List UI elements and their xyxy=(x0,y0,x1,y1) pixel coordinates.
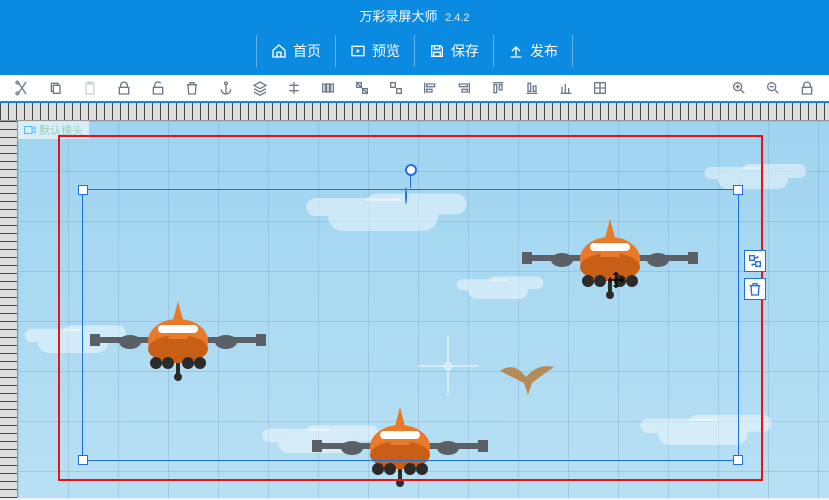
save-icon xyxy=(429,43,445,59)
resize-handle-br[interactable] xyxy=(733,455,743,465)
paste-button xyxy=(82,80,98,96)
app-title-row: 万彩录屏大师 2.4.2 xyxy=(0,0,829,25)
cut-icon xyxy=(14,80,30,96)
ungroup-button[interactable] xyxy=(388,80,404,96)
publish-icon xyxy=(508,43,524,59)
move-cursor-icon xyxy=(607,271,625,292)
preview-icon xyxy=(350,43,366,59)
lock-button[interactable] xyxy=(116,80,132,96)
cut-button[interactable] xyxy=(14,80,30,96)
padlock-icon xyxy=(799,80,815,96)
rotation-handle[interactable] xyxy=(405,164,417,203)
edit-toolbar xyxy=(0,75,829,103)
nav-save[interactable]: 保存 xyxy=(414,35,493,67)
align-top-button[interactable] xyxy=(490,80,506,96)
distribute-button[interactable] xyxy=(320,80,336,96)
padlock-button[interactable] xyxy=(799,80,815,96)
nav-preview-label: 预览 xyxy=(372,41,400,61)
grid-button[interactable] xyxy=(592,80,608,96)
lock-icon xyxy=(116,80,132,96)
unlock-button[interactable] xyxy=(150,80,166,96)
ruler-horizontal xyxy=(0,103,829,121)
anchor-button[interactable] xyxy=(218,80,234,96)
stage-wrap: 默认镜头 xyxy=(0,121,829,498)
ungroup-icon xyxy=(388,80,404,96)
chart-icon xyxy=(558,80,574,96)
home-icon xyxy=(271,43,287,59)
app-header: 万彩录屏大师 2.4.2 首页 预览 保存 发布 xyxy=(0,0,829,75)
replace-button[interactable] xyxy=(744,250,766,272)
align-right-icon xyxy=(456,80,472,96)
resize-handle-tl[interactable] xyxy=(78,185,88,195)
replace-icon xyxy=(747,253,763,269)
delete-icon xyxy=(184,80,200,96)
anchor-icon xyxy=(218,80,234,96)
nav-save-label: 保存 xyxy=(451,41,479,61)
copy-icon xyxy=(48,80,64,96)
main-nav: 首页 预览 保存 发布 xyxy=(0,35,829,67)
canvas[interactable]: 默认镜头 xyxy=(18,121,829,498)
group-icon xyxy=(354,80,370,96)
group-button[interactable] xyxy=(354,80,370,96)
selection-actions xyxy=(744,250,766,300)
resize-handle-tr[interactable] xyxy=(733,185,743,195)
zoom-in-button[interactable] xyxy=(731,80,747,96)
paste-icon xyxy=(82,80,98,96)
nav-home[interactable]: 首页 xyxy=(256,35,335,67)
app-version: 2.4.2 xyxy=(445,12,469,24)
nav-publish-label: 发布 xyxy=(530,41,558,61)
align-bottom-button[interactable] xyxy=(524,80,540,96)
align-left-button[interactable] xyxy=(422,80,438,96)
zoom-out-icon xyxy=(765,80,781,96)
resize-handle-bl[interactable] xyxy=(78,455,88,465)
trash-icon xyxy=(747,281,763,297)
nav-publish[interactable]: 发布 xyxy=(493,35,573,67)
zoom-out-button[interactable] xyxy=(765,80,781,96)
chart-button[interactable] xyxy=(558,80,574,96)
align-h-button[interactable] xyxy=(286,80,302,96)
align-right-button[interactable] xyxy=(456,80,472,96)
nav-preview[interactable]: 预览 xyxy=(335,35,414,67)
app-title: 万彩录屏大师 xyxy=(359,9,437,24)
layer-button[interactable] xyxy=(252,80,268,96)
copy-button[interactable] xyxy=(48,80,64,96)
layer-icon xyxy=(252,80,268,96)
align-top-icon xyxy=(490,80,506,96)
delete-button[interactable] xyxy=(744,278,766,300)
nav-home-label: 首页 xyxy=(293,41,321,61)
delete-button[interactable] xyxy=(184,80,200,96)
selection-frame[interactable] xyxy=(82,189,739,461)
distribute-icon xyxy=(320,80,336,96)
zoom-in-icon xyxy=(731,80,747,96)
align-left-icon xyxy=(422,80,438,96)
camera-icon xyxy=(24,125,36,135)
align-bottom-icon xyxy=(524,80,540,96)
align-h-icon xyxy=(286,80,302,96)
unlock-icon xyxy=(150,80,166,96)
ruler-vertical xyxy=(0,121,18,498)
grid-icon xyxy=(592,80,608,96)
